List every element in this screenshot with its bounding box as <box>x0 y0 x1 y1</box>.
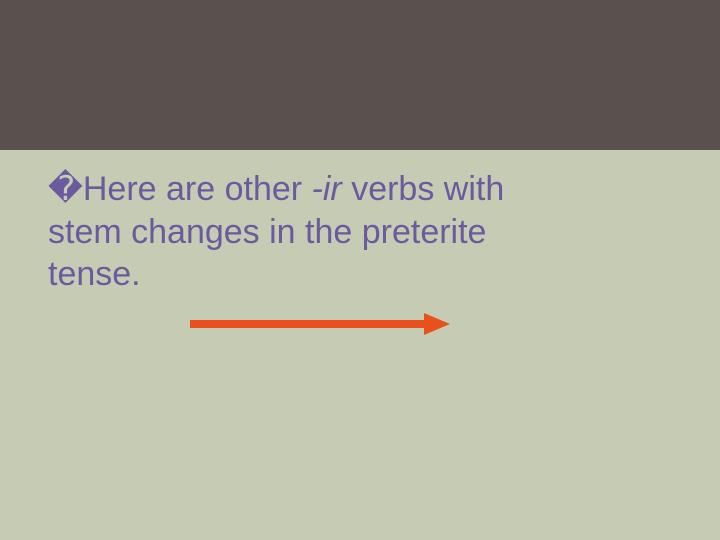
body-text: �Here are other -ir verbs with stem chan… <box>48 168 660 296</box>
text-span-2: verbs with <box>342 170 505 208</box>
slide: �Here are other -ir verbs with stem chan… <box>0 0 720 540</box>
bullet-glyph: � <box>48 170 83 208</box>
text-line-2: stem changes in the preterite <box>48 213 486 251</box>
right-arrow-icon <box>190 310 450 338</box>
italic-ir: -ir <box>312 170 342 208</box>
text-line-3: tense. <box>48 255 141 293</box>
text-span-1: Here are other <box>83 170 312 208</box>
title-band <box>0 0 720 150</box>
